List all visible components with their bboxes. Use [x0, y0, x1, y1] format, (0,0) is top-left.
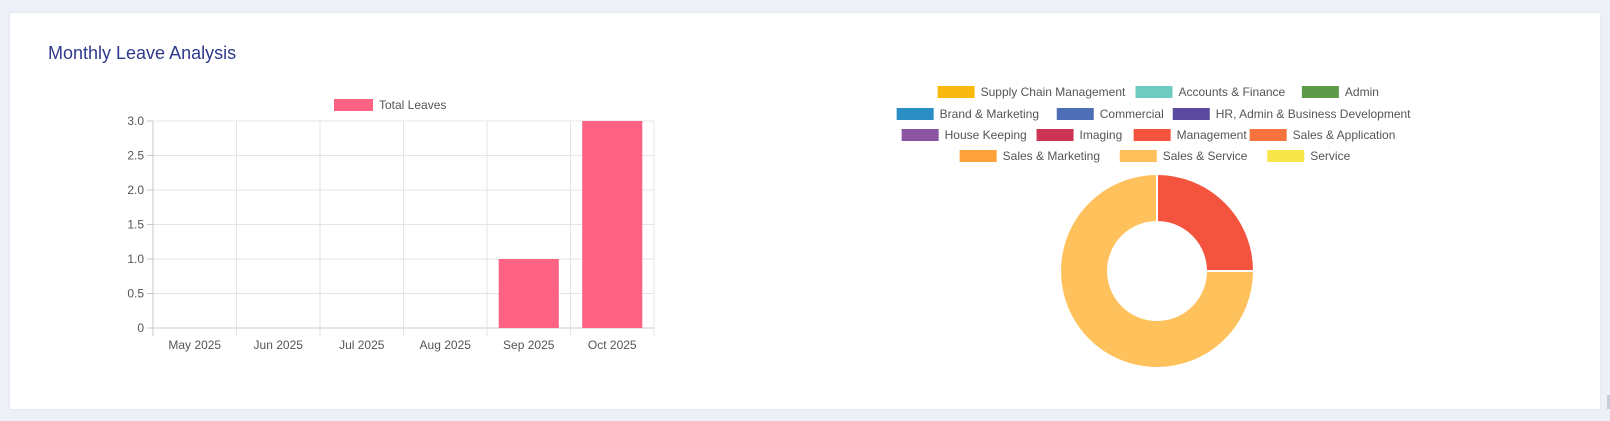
legend-label: Sales & Application	[1293, 128, 1396, 142]
legend-swatch[interactable]	[1133, 129, 1171, 141]
bar-chart: Total Leaves 0 0.5 1.0 1.5 2.0 2.5 3.0 May 2025 J…	[127, 98, 655, 352]
legend-swatch[interactable]	[959, 150, 997, 162]
x-tick-label: Jul 2025	[339, 338, 385, 352]
legend-swatch[interactable]	[901, 129, 939, 141]
y-tick-label: 0	[137, 321, 144, 335]
leave-analysis-card: Monthly Leave Analysis Total Leaves 0 0.5 1…	[10, 13, 1600, 409]
legend-label: Sales & Service	[1163, 149, 1248, 163]
slice-sales-service[interactable]	[1059, 172, 1256, 369]
legend-swatch[interactable]	[1036, 129, 1074, 141]
bar-oct-2025[interactable]	[582, 121, 643, 328]
y-tick-label: 3.0	[127, 114, 144, 128]
y-tick-label: 0.5	[127, 287, 144, 301]
legend-swatch[interactable]	[1249, 129, 1287, 141]
x-tick-label: Sep 2025	[503, 338, 555, 352]
card-title: Monthly Leave Analysis	[48, 43, 237, 63]
slice-management[interactable]	[1156, 172, 1256, 272]
x-tick-label: Jun 2025	[254, 338, 304, 352]
legend-label: Brand & Marketing	[940, 107, 1039, 121]
legend-swatch[interactable]	[1301, 86, 1339, 98]
scrollbar-edge[interactable]	[1607, 395, 1610, 409]
legend-label: Imaging	[1080, 128, 1123, 142]
legend-swatch[interactable]	[1267, 150, 1305, 162]
legend-label-total-leaves: Total Leaves	[379, 98, 446, 112]
y-tick-label: 2.5	[127, 149, 144, 163]
legend-label: House Keeping	[945, 128, 1027, 142]
legend-label: Supply Chain Management	[981, 85, 1126, 99]
legend-swatch-total-leaves[interactable]	[334, 99, 373, 111]
legend-label: Commercial	[1100, 107, 1164, 121]
legend-swatch[interactable]	[1119, 150, 1157, 162]
legend-label: Management	[1177, 128, 1248, 142]
legend-swatch[interactable]	[1172, 108, 1210, 120]
bar-sep-2025[interactable]	[498, 259, 559, 328]
legend-swatch[interactable]	[896, 108, 934, 120]
doughnut-chart: Supply Chain Management Accounts & Financ…	[896, 85, 1411, 369]
y-tick-label: 1.0	[127, 252, 144, 266]
y-tick-label: 2.0	[127, 183, 144, 197]
legend-swatch[interactable]	[937, 86, 975, 98]
legend-swatch[interactable]	[1135, 86, 1173, 98]
x-tick-label: May 2025	[168, 338, 221, 352]
legend-label: Service	[1310, 149, 1350, 163]
legend-swatch[interactable]	[1056, 108, 1094, 120]
x-tick-label: Oct 2025	[588, 338, 637, 352]
y-tick-label: 1.5	[127, 218, 144, 232]
x-tick-label: Aug 2025	[420, 338, 472, 352]
legend-label: Accounts & Finance	[1179, 85, 1286, 99]
legend-label: Admin	[1345, 85, 1379, 99]
legend-label: Sales & Marketing	[1003, 149, 1100, 163]
legend-label: HR, Admin & Business Development	[1216, 107, 1411, 121]
